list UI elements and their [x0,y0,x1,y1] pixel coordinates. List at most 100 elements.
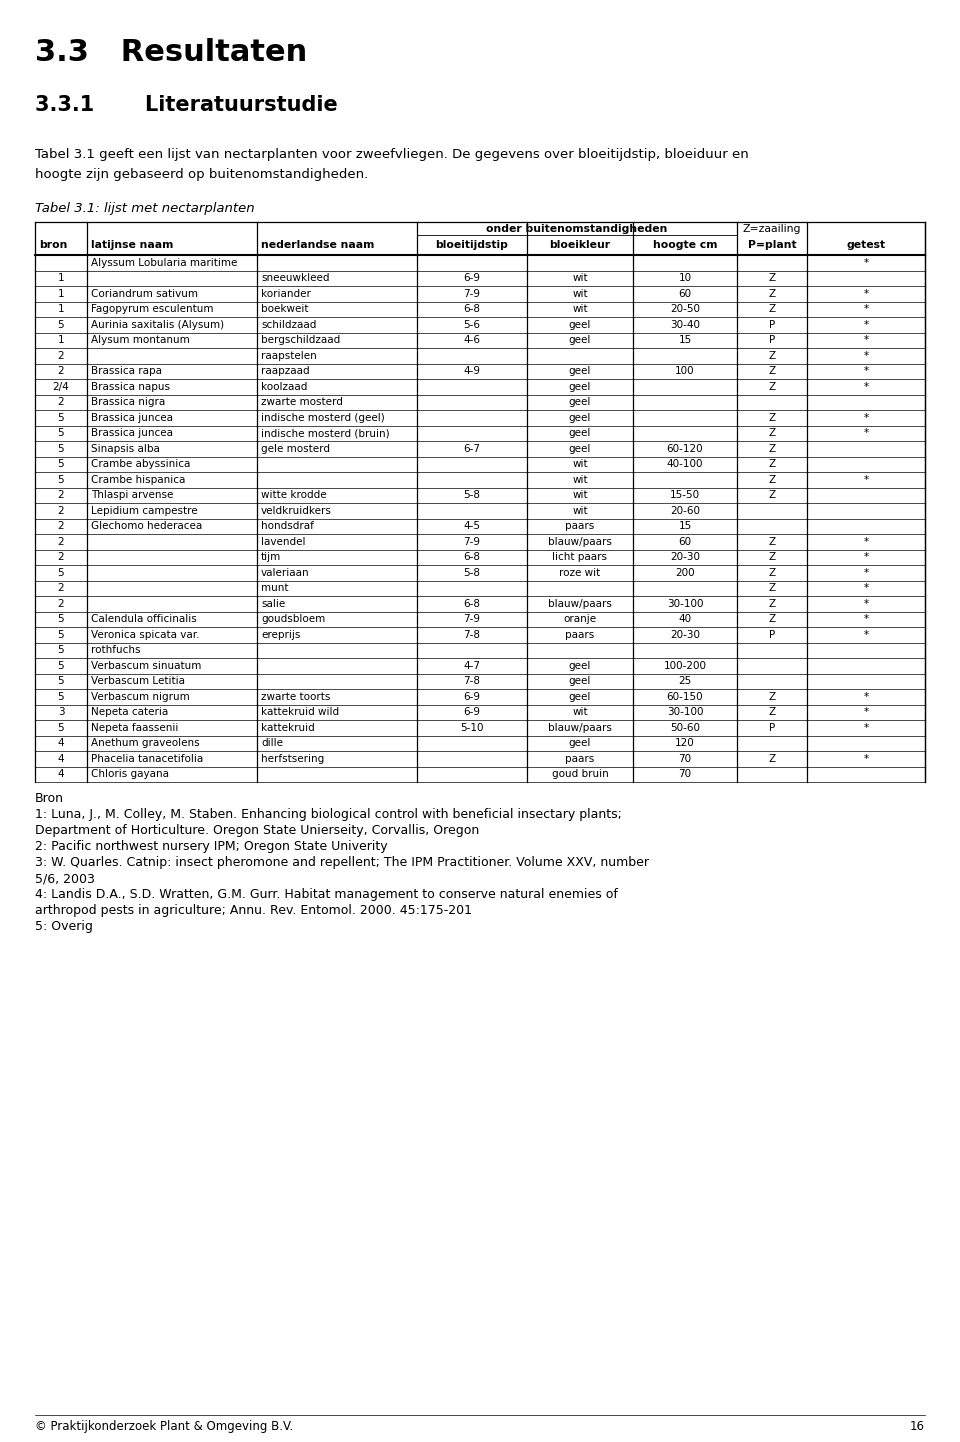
Text: 16: 16 [910,1420,925,1433]
Text: herfstsering: herfstsering [261,754,324,764]
Text: schildzaad: schildzaad [261,320,317,330]
Text: blauw/paars: blauw/paars [548,536,612,547]
Text: wit: wit [572,474,588,485]
Text: roze wit: roze wit [560,568,601,578]
Text: Brassica rapa: Brassica rapa [91,366,162,376]
Text: Z: Z [768,754,776,764]
Text: *: * [863,258,869,268]
Text: 2/4: 2/4 [53,382,69,392]
Text: Z: Z [768,304,776,314]
Text: Alysum montanum: Alysum montanum [91,335,190,345]
Text: *: * [863,412,869,423]
Text: 5: 5 [58,474,64,485]
Text: Z: Z [768,536,776,547]
Text: 3: 3 [58,707,64,717]
Text: Alyssum Lobularia maritime: Alyssum Lobularia maritime [91,258,237,268]
Text: 6-9: 6-9 [464,273,481,283]
Text: munt: munt [261,583,289,593]
Text: Verbascum nigrum: Verbascum nigrum [91,692,190,702]
Text: geel: geel [569,335,591,345]
Text: Z: Z [768,490,776,500]
Text: *: * [863,304,869,314]
Text: boekweit: boekweit [261,304,308,314]
Text: 2: 2 [58,583,64,593]
Text: *: * [863,350,869,360]
Text: P: P [769,722,775,733]
Text: koriander: koriander [261,288,311,298]
Text: 5/6, 2003: 5/6, 2003 [35,872,95,885]
Text: Sinapsis alba: Sinapsis alba [91,444,160,454]
Text: 6-7: 6-7 [464,444,481,454]
Text: Z: Z [768,288,776,298]
Text: 100: 100 [675,366,695,376]
Text: 1: Luna, J., M. Colley, M. Staben. Enhancing biological control with beneficial : 1: Luna, J., M. Colley, M. Staben. Enhan… [35,808,622,820]
Text: bloeikleur: bloeikleur [549,239,611,249]
Text: 40-100: 40-100 [667,459,704,469]
Text: 4: 4 [58,754,64,764]
Text: bloeitijdstip: bloeitijdstip [436,239,509,249]
Text: 20-50: 20-50 [670,304,700,314]
Text: kattekruid: kattekruid [261,722,315,733]
Text: Z: Z [768,428,776,438]
Text: 5: 5 [58,320,64,330]
Text: wit: wit [572,304,588,314]
Text: 3: W. Quarles. Catnip: insect pheromone and repellent; The IPM Practitioner. Vol: 3: W. Quarles. Catnip: insect pheromone … [35,857,649,870]
Text: 5-8: 5-8 [464,568,481,578]
Text: *: * [863,335,869,345]
Text: 7-8: 7-8 [464,630,481,640]
Text: gele mosterd: gele mosterd [261,444,330,454]
Text: 7-9: 7-9 [464,614,481,624]
Text: 2: 2 [58,598,64,609]
Text: Z: Z [768,366,776,376]
Text: Verbascum Letitia: Verbascum Letitia [91,676,185,686]
Text: 4: Landis D.A., S.D. Wratten, G.M. Gurr. Habitat management to conserve natural : 4: Landis D.A., S.D. Wratten, G.M. Gurr.… [35,888,618,901]
Text: 15: 15 [679,521,691,531]
Text: 6-9: 6-9 [464,692,481,702]
Text: 5: 5 [58,660,64,671]
Text: Z: Z [768,598,776,609]
Text: tijm: tijm [261,552,281,562]
Text: 200: 200 [675,568,695,578]
Text: sneeuwkleed: sneeuwkleed [261,273,329,283]
Text: 4-6: 4-6 [464,335,481,345]
Text: 1: 1 [58,288,64,298]
Text: 4-9: 4-9 [464,366,481,376]
Text: *: * [863,754,869,764]
Text: dille: dille [261,738,283,748]
Text: 4: 4 [58,738,64,748]
Text: 4-7: 4-7 [464,660,481,671]
Text: 30-100: 30-100 [667,707,704,717]
Text: 5: 5 [58,645,64,655]
Text: *: * [863,288,869,298]
Text: Bron: Bron [35,792,64,805]
Text: 2: 2 [58,366,64,376]
Text: bergschildzaad: bergschildzaad [261,335,340,345]
Text: 20-60: 20-60 [670,506,700,516]
Text: 1: 1 [58,304,64,314]
Text: rothfuchs: rothfuchs [91,645,140,655]
Text: raapstelen: raapstelen [261,350,317,360]
Text: 2: 2 [58,397,64,407]
Text: Z=zaailing: Z=zaailing [743,224,802,234]
Text: *: * [863,552,869,562]
Text: 5-8: 5-8 [464,490,481,500]
Text: 60: 60 [679,288,691,298]
Text: wit: wit [572,490,588,500]
Text: 6-8: 6-8 [464,304,481,314]
Text: 3.3.1       Literatuurstudie: 3.3.1 Literatuurstudie [35,95,338,115]
Text: 15-50: 15-50 [670,490,700,500]
Text: 60-150: 60-150 [666,692,704,702]
Text: geel: geel [569,676,591,686]
Text: veldkruidkers: veldkruidkers [261,506,332,516]
Text: paars: paars [565,521,594,531]
Text: Tabel 3.1: lijst met nectarplanten: Tabel 3.1: lijst met nectarplanten [35,202,254,215]
Text: onder buitenomstandigheden: onder buitenomstandigheden [487,224,668,234]
Text: 2: 2 [58,521,64,531]
Text: *: * [863,428,869,438]
Text: geel: geel [569,412,591,423]
Text: Nepeta cateria: Nepeta cateria [91,707,168,717]
Text: 60-120: 60-120 [666,444,704,454]
Text: oranje: oranje [564,614,596,624]
Text: Z: Z [768,614,776,624]
Text: *: * [863,320,869,330]
